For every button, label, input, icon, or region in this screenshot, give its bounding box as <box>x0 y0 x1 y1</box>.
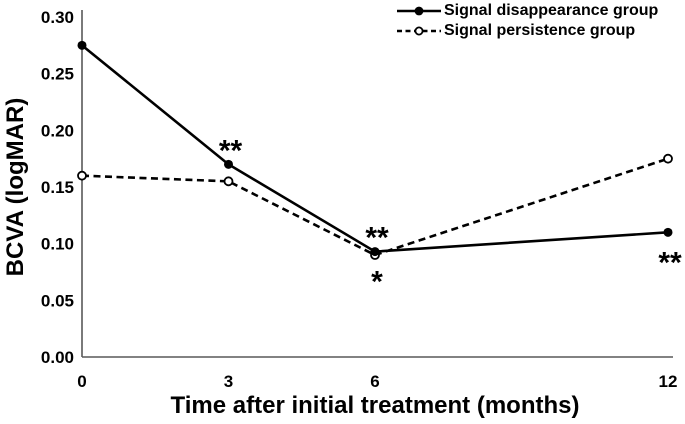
y-tick-label: 0.15 <box>41 178 74 197</box>
data-point-open-circle <box>663 153 673 164</box>
data-point-filled-circle <box>370 247 380 257</box>
y-tick-label: 0.00 <box>41 348 74 367</box>
x-tick-label: 3 <box>224 372 233 391</box>
y-tick-label: 0.20 <box>41 121 74 140</box>
y-tick-label: 0.05 <box>41 291 74 310</box>
legend-label-signal-disappearance: Signal disappearance group <box>444 2 659 19</box>
legend-item-signal-disappearance: Signal disappearance group <box>397 1 658 21</box>
legend-item-signal-persistence: Signal persistence group <box>397 21 658 41</box>
y-axis-title: BCVA (logMAR) <box>2 97 29 277</box>
y-tick-label: 0.30 <box>41 8 74 27</box>
data-point-open-circle <box>223 176 234 187</box>
significance-marker: ** <box>365 222 389 255</box>
solid-line-filled-circle-swatch <box>397 6 441 16</box>
data-point-open-circle <box>77 170 87 181</box>
significance-marker: * <box>371 266 383 299</box>
significance-marker: ** <box>658 246 682 279</box>
x-tick-label: 6 <box>370 372 379 391</box>
dashed-line-open-circle-swatch <box>397 26 441 36</box>
x-tick-label: 12 <box>659 372 678 391</box>
data-point-filled-circle <box>77 40 87 50</box>
y-tick-label: 0.10 <box>41 235 74 254</box>
legend: Signal disappearance group Signal persis… <box>397 1 658 41</box>
data-point-filled-circle <box>663 227 673 237</box>
y-tick-label: 0.25 <box>41 65 74 84</box>
legend-label-signal-persistence: Signal persistence group <box>444 22 636 39</box>
data-point-filled-circle <box>224 159 233 169</box>
series-line-signal-disappearance <box>81 44 669 253</box>
significance-marker: ** <box>219 134 243 167</box>
x-axis-title: Time after initial treatment (months) <box>170 392 580 419</box>
x-tick-label: 0 <box>77 372 86 391</box>
series-line-signal-persistence <box>81 157 669 257</box>
